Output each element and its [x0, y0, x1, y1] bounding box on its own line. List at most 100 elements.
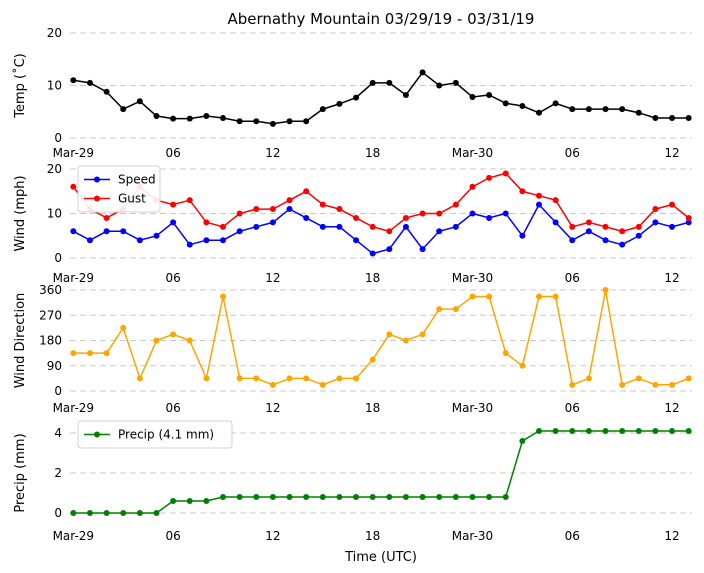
data-point — [669, 201, 676, 208]
data-point — [402, 91, 409, 98]
data-point — [386, 79, 393, 86]
data-point — [386, 494, 393, 500]
data-point — [552, 100, 559, 107]
data-point — [469, 293, 476, 300]
data-point — [386, 331, 393, 338]
data-point — [569, 237, 576, 244]
legend-box — [77, 420, 233, 449]
data-point — [120, 510, 127, 516]
data-point — [369, 223, 376, 230]
data-point — [452, 223, 459, 230]
data-point — [569, 428, 576, 434]
x-tick-label: 12 — [664, 271, 679, 285]
x-tick-label: 12 — [664, 146, 679, 160]
data-point — [652, 115, 659, 122]
y-tick-label: 20 — [47, 162, 62, 176]
data-point — [220, 223, 227, 230]
legend-label: Gust — [118, 192, 146, 206]
data-point — [552, 428, 559, 434]
data-point — [552, 219, 559, 226]
data-point — [353, 375, 360, 382]
data-point — [635, 109, 642, 116]
data-point — [186, 115, 193, 122]
x-tick-label: 06 — [565, 271, 580, 285]
y-axis-label: Temp (˚C) — [12, 53, 28, 119]
data-point — [469, 183, 476, 190]
data-point — [486, 174, 493, 181]
data-point — [369, 356, 376, 363]
data-point — [303, 188, 310, 195]
data-point — [635, 375, 642, 382]
data-point — [452, 79, 459, 86]
data-point — [469, 210, 476, 217]
data-point — [103, 350, 110, 357]
data-point — [336, 375, 343, 382]
data-point — [402, 214, 409, 221]
data-point — [519, 188, 526, 195]
data-point — [170, 498, 177, 504]
data-point — [186, 498, 193, 504]
data-point — [220, 115, 227, 122]
x-tick-label: Mar-29 — [53, 271, 94, 285]
data-point — [602, 428, 609, 434]
legend-marker — [94, 176, 100, 183]
data-point — [319, 494, 326, 500]
x-tick-label: 06 — [565, 146, 580, 160]
y-axis-label: Wind Direction — [13, 293, 28, 389]
data-point — [103, 214, 110, 221]
x-tick-label: 12 — [265, 529, 280, 543]
data-point — [502, 170, 509, 177]
data-point — [120, 228, 127, 235]
x-tick-label: 18 — [365, 146, 380, 160]
x-tick-label: 12 — [265, 146, 280, 160]
data-point — [319, 223, 326, 230]
data-point — [70, 510, 77, 516]
data-point — [452, 201, 459, 208]
y-tick-label: 2 — [54, 466, 62, 480]
data-point — [120, 324, 127, 331]
data-point — [70, 350, 77, 357]
data-point — [469, 94, 476, 101]
data-point — [103, 88, 110, 95]
data-point — [269, 120, 276, 127]
data-point — [319, 381, 326, 388]
y-tick-label: 180 — [39, 334, 62, 348]
data-point — [86, 237, 93, 244]
legend-wind: Speed Gust — [77, 165, 161, 213]
legend-precip: Precip (4.1 mm) — [77, 420, 233, 449]
data-point — [419, 69, 426, 76]
data-point — [535, 293, 542, 300]
y-axis-label: Precip (mm) — [13, 433, 28, 512]
data-point — [436, 306, 443, 313]
data-point — [220, 293, 227, 300]
data-point — [286, 197, 293, 204]
y-tick-label: 0 — [54, 506, 62, 520]
data-point — [386, 246, 393, 253]
data-point — [602, 287, 609, 293]
data-point — [535, 192, 542, 199]
series-line-direction — [73, 289, 689, 386]
data-point — [286, 118, 293, 125]
x-tick-label: 06 — [165, 401, 180, 415]
data-point — [269, 381, 276, 388]
data-point — [452, 306, 459, 313]
data-point — [153, 510, 160, 516]
data-point — [136, 98, 143, 105]
series-line-speed — [72, 203, 689, 255]
data-point — [236, 228, 243, 235]
y-tick-label: 270 — [39, 308, 62, 322]
data-point — [286, 494, 293, 500]
data-point — [286, 375, 293, 382]
x-tick-label: Mar-30 — [452, 146, 493, 160]
data-point — [436, 82, 443, 89]
data-point — [203, 237, 210, 244]
data-point — [136, 375, 143, 382]
data-point — [186, 197, 193, 204]
data-point — [552, 293, 559, 300]
x-tick-label: 12 — [664, 529, 679, 543]
x-tick-label: Mar-29 — [53, 529, 94, 543]
data-point — [486, 293, 493, 300]
data-point — [253, 223, 260, 230]
data-point — [619, 228, 626, 235]
data-point — [336, 223, 343, 230]
